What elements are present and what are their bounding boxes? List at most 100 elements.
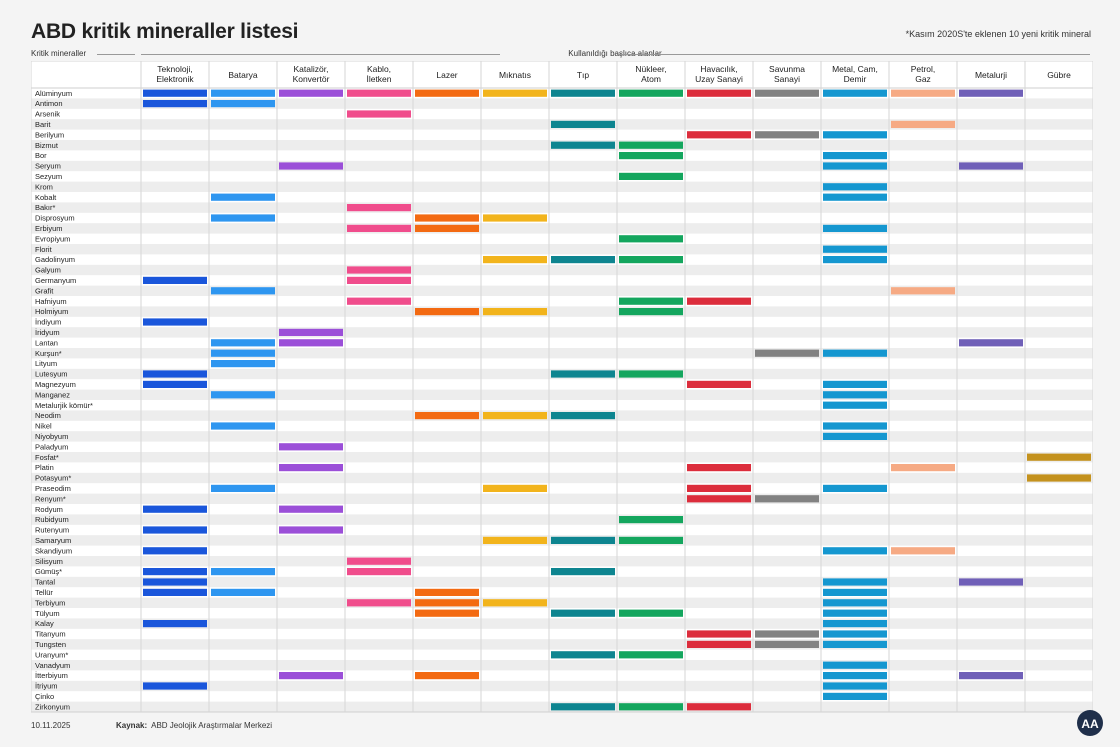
use-bar — [551, 651, 615, 659]
use-bar — [143, 568, 207, 576]
column-header: Metalurji — [975, 70, 1007, 80]
use-bar — [211, 588, 275, 596]
use-bar — [823, 245, 887, 253]
use-bar — [1027, 453, 1091, 461]
use-bar — [143, 370, 207, 378]
source-name: ABD Jeolojik Araştırmalar Merkezi — [151, 721, 273, 730]
mineral-name: İtriyum — [35, 682, 58, 691]
use-bar — [551, 703, 615, 711]
use-bar — [551, 89, 615, 97]
mineral-name: Lutesyum — [35, 370, 68, 379]
use-bar — [211, 422, 275, 430]
use-bar — [959, 89, 1023, 97]
use-bar — [755, 640, 819, 648]
use-bar — [551, 370, 615, 378]
logo-text: AA — [1081, 717, 1099, 731]
use-bar — [823, 401, 887, 409]
source-line: Kaynak: ABD Jeolojik Araştırmalar Merkezi — [116, 721, 272, 730]
use-bar — [687, 464, 751, 472]
use-bar — [415, 609, 479, 617]
mineral-name: Tellür — [35, 588, 53, 597]
use-bar — [619, 141, 683, 149]
use-bar — [823, 183, 887, 191]
use-bar — [211, 339, 275, 347]
use-bar — [619, 297, 683, 305]
row-stripe — [31, 348, 1093, 359]
mineral-name: Kurşun* — [35, 349, 62, 358]
row-stripe — [31, 223, 1093, 234]
row-stripe — [31, 431, 1093, 442]
column-header: Kablo, İletken — [366, 64, 391, 84]
mineral-name: Bizmut — [35, 141, 59, 150]
mineral-name: Alüminyum — [35, 89, 72, 98]
use-bar — [551, 141, 615, 149]
mineral-name: Platin — [35, 463, 54, 472]
source-label: Kaynak: — [116, 721, 148, 730]
use-bar — [415, 672, 479, 680]
mineral-name: Uranyum* — [35, 650, 68, 659]
use-bar — [211, 360, 275, 368]
use-bar — [279, 443, 343, 451]
use-bar — [415, 214, 479, 222]
mineral-name: Lantan — [35, 338, 58, 347]
use-bar — [415, 308, 479, 316]
mineral-name: Tungsten — [35, 640, 66, 649]
use-bar — [143, 100, 207, 108]
use-bar — [823, 682, 887, 690]
mineral-name: Samaryum — [35, 536, 71, 545]
use-bar — [823, 692, 887, 700]
use-bar — [483, 484, 547, 492]
mineral-name: Arsenik — [35, 110, 60, 119]
use-bar — [619, 152, 683, 160]
use-bar — [619, 89, 683, 97]
use-bar — [211, 568, 275, 576]
use-bar — [1027, 474, 1091, 482]
mineral-name: Tülyum — [35, 609, 60, 618]
mineral-name: Berilyum — [35, 130, 64, 139]
use-bar — [143, 620, 207, 628]
use-bar — [823, 131, 887, 139]
use-bar — [211, 391, 275, 399]
use-bar — [347, 110, 411, 118]
mineral-name: Bakır* — [35, 203, 56, 212]
use-bar — [687, 380, 751, 388]
use-bar — [143, 588, 207, 596]
use-bar — [687, 297, 751, 305]
use-bar — [959, 672, 1023, 680]
use-bar — [755, 495, 819, 503]
column-header: Batarya — [228, 70, 258, 80]
row-stripe — [31, 472, 1093, 484]
use-bar — [619, 516, 683, 524]
use-bar — [619, 172, 683, 180]
use-bar — [823, 609, 887, 617]
aa-logo-icon: AA — [1077, 710, 1103, 736]
use-bar — [823, 432, 887, 440]
use-bar — [143, 578, 207, 586]
header-divider — [97, 54, 135, 55]
use-bar — [823, 422, 887, 430]
mineral-name: Hafniyum — [35, 297, 67, 306]
use-bar — [823, 152, 887, 160]
mineral-name: Antimon — [35, 99, 63, 108]
use-bar — [891, 547, 955, 555]
use-bar — [415, 412, 479, 420]
mineral-name: Neodim — [35, 411, 61, 420]
mineral-name: Erbiyum — [35, 224, 63, 233]
use-bar — [823, 162, 887, 170]
mineral-name: Sezyum — [35, 172, 62, 181]
use-bar — [823, 578, 887, 586]
row-stripe — [31, 98, 1093, 109]
use-bar — [755, 131, 819, 139]
row-stripe — [31, 306, 1093, 317]
use-bar — [823, 380, 887, 388]
use-bar — [551, 536, 615, 544]
row-stripe — [31, 181, 1093, 192]
mineral-name: Rutenyum — [35, 526, 69, 535]
use-bar — [619, 651, 683, 659]
use-bar — [483, 256, 547, 264]
column-header: Gübre — [1047, 70, 1071, 80]
use-bar — [619, 609, 683, 617]
use-bar — [755, 349, 819, 357]
use-bar — [143, 276, 207, 284]
use-bar — [483, 308, 547, 316]
